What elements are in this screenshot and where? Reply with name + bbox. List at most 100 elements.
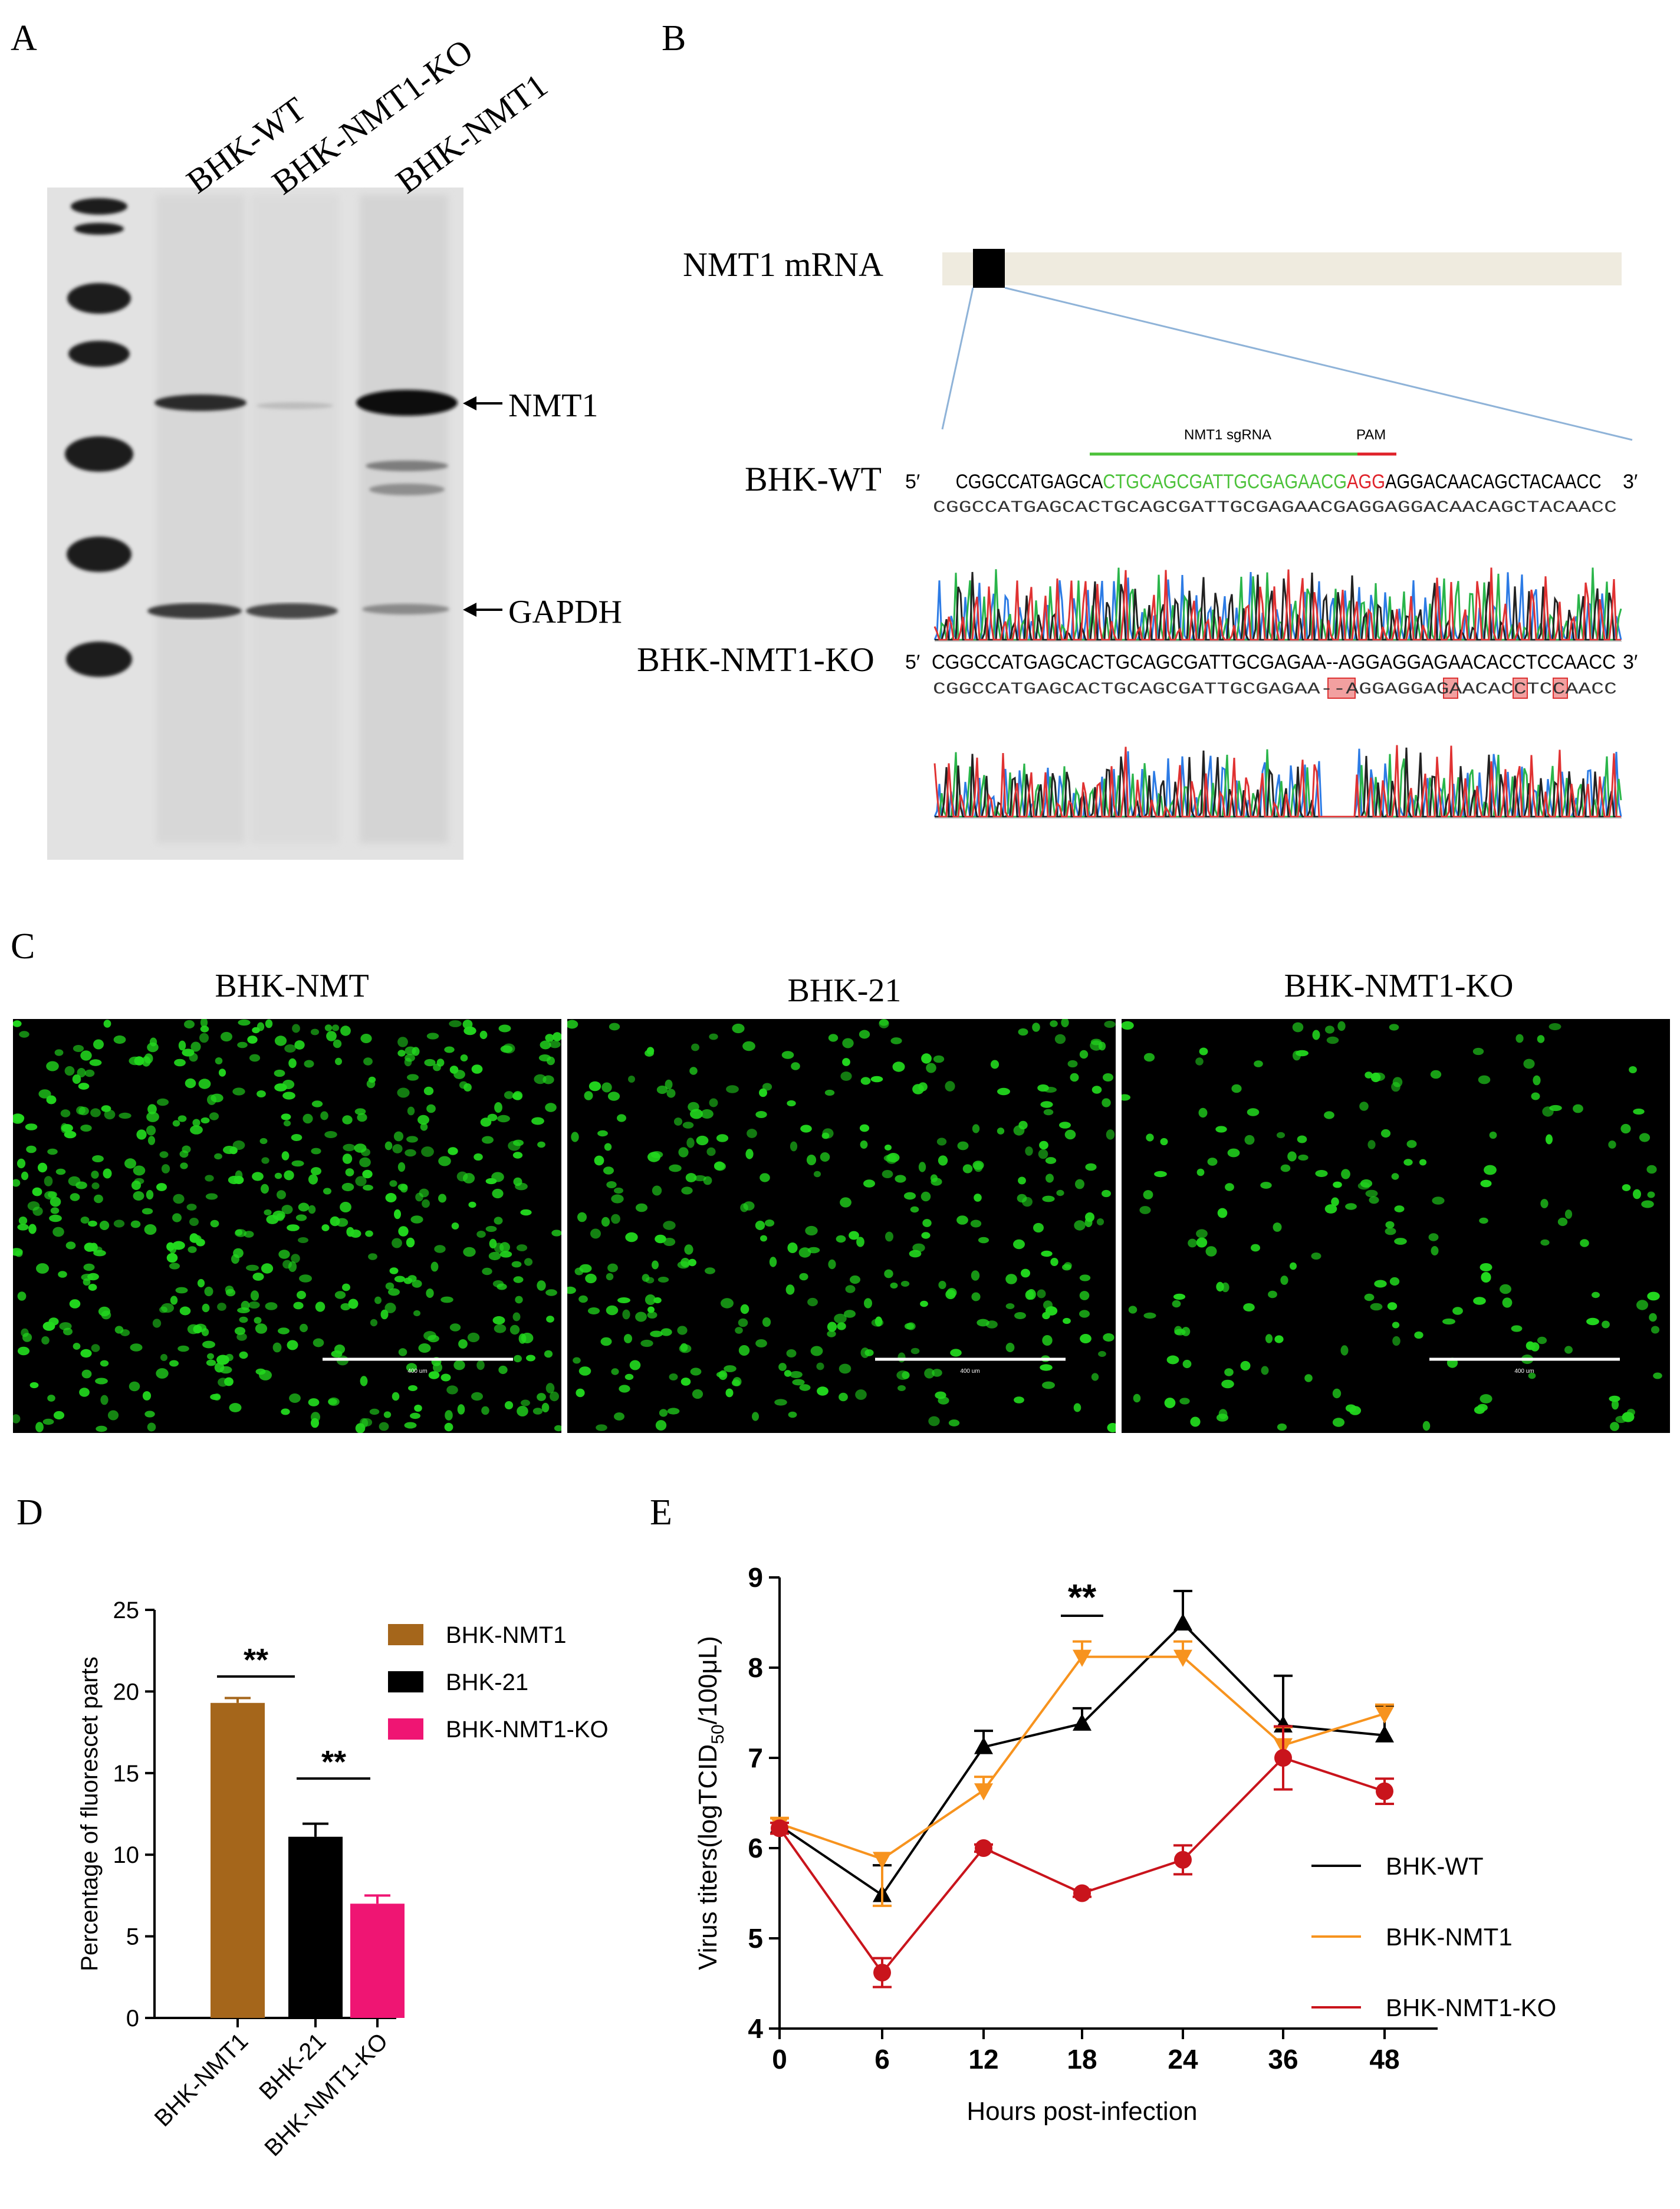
- cell-dot: [1070, 1073, 1079, 1082]
- cell-dot: [360, 1376, 368, 1386]
- cell-dot: [369, 1408, 380, 1415]
- cell-dot: [1217, 1208, 1228, 1218]
- cell-dot: [419, 1188, 429, 1198]
- cell-dot: [997, 1127, 1005, 1135]
- cell-dot: [278, 1250, 290, 1259]
- cell-dot: [1240, 1360, 1251, 1371]
- cell-dot: [1067, 1060, 1078, 1068]
- significance-label: **: [321, 1744, 346, 1780]
- cell-dot: [611, 1194, 624, 1204]
- cell-dot: [182, 1048, 195, 1057]
- cell-dot: [909, 1250, 922, 1258]
- data-point: [1375, 1707, 1394, 1724]
- cell-dot: [52, 1227, 64, 1237]
- y-tick-label: 7: [748, 1743, 763, 1773]
- cell-dot: [652, 1260, 659, 1270]
- cell-dot: [553, 1032, 561, 1041]
- cell-dot: [229, 1403, 242, 1412]
- cell-dot: [287, 1224, 300, 1231]
- cell-dot: [298, 1237, 308, 1243]
- cell-dot: [84, 1069, 95, 1077]
- cell-dot: [703, 1176, 712, 1185]
- cell-dot: [73, 1045, 84, 1052]
- cell-dot: [1372, 1072, 1385, 1082]
- cell-dot: [860, 1347, 870, 1358]
- chromatogram-trace: [933, 745, 1621, 818]
- cell-dot: [840, 1197, 851, 1208]
- cell-dot: [194, 1323, 207, 1333]
- scale-label-1: 400 um: [407, 1368, 427, 1375]
- cell-dot: [133, 1191, 144, 1201]
- cell-dot: [1546, 1134, 1553, 1145]
- cell-dot: [18, 1217, 28, 1225]
- cell-dot: [1480, 1394, 1492, 1403]
- cell-dot: [366, 1079, 376, 1089]
- cell-dot: [215, 1057, 223, 1064]
- cell-dot: [837, 1322, 846, 1330]
- cell-dot: [892, 1061, 905, 1072]
- cell-dot: [1367, 1140, 1376, 1149]
- cell-dot: [430, 1261, 439, 1272]
- cell-dot: [1128, 1306, 1137, 1314]
- cell-dot: [428, 1371, 440, 1379]
- cell-dot: [541, 1402, 550, 1413]
- cell-dot: [444, 1046, 455, 1053]
- x-tick-label: 24: [1168, 2044, 1198, 2075]
- cell-dot: [83, 1263, 95, 1271]
- cell-dot: [124, 1158, 136, 1169]
- cell-dot: [1056, 1189, 1064, 1196]
- cell-dot: [200, 1019, 208, 1028]
- cell-dot: [412, 1047, 420, 1056]
- cell-dot: [221, 1031, 232, 1042]
- cell-dot: [345, 1168, 354, 1176]
- legend-label: BHK-NMT1-KO: [446, 1717, 609, 1743]
- cell-dot: [540, 1040, 551, 1050]
- cell-dot: [578, 1295, 588, 1303]
- cell-dot: [597, 1130, 608, 1137]
- wt-chromatogram: [933, 567, 1622, 642]
- cell-dot: [348, 1299, 359, 1309]
- cell-dot: [813, 1171, 821, 1178]
- cell-dot: [849, 1231, 859, 1240]
- cell-dot: [709, 1098, 718, 1107]
- cell-dot: [701, 1109, 714, 1119]
- cell-dot: [600, 1337, 612, 1346]
- cell-dot: [839, 1363, 851, 1374]
- cell-dot: [277, 1190, 286, 1199]
- cell-dot: [1075, 1179, 1084, 1189]
- data-point: [771, 1819, 788, 1837]
- cell-dot: [284, 1170, 294, 1181]
- cell-dot: [1268, 1290, 1277, 1299]
- cell-dot: [1254, 1060, 1263, 1067]
- cell-dot: [179, 1306, 191, 1316]
- cell-dot: [272, 1342, 282, 1353]
- cell-dot: [921, 1053, 932, 1064]
- cell-dot: [1037, 1289, 1046, 1299]
- cell-dot: [206, 1359, 216, 1366]
- cell-dot: [785, 1284, 795, 1295]
- cell-dot: [997, 1087, 1010, 1096]
- cell-dot: [786, 1349, 797, 1357]
- cell-dot: [198, 1079, 211, 1089]
- cell-dot: [1280, 1164, 1291, 1172]
- cell-dot: [1106, 1129, 1115, 1140]
- cell-dot: [714, 1161, 725, 1171]
- cell-dot: [1166, 1355, 1179, 1365]
- cell-dot: [1173, 1293, 1186, 1300]
- cell-dot: [434, 1245, 446, 1253]
- scale-label-2: 400 um: [960, 1368, 979, 1375]
- cell-dot: [1431, 1246, 1439, 1255]
- cell-dot: [397, 1050, 406, 1057]
- cell-dot: [653, 1297, 662, 1304]
- cell-dot: [89, 1059, 102, 1066]
- cell-dot: [1622, 1184, 1631, 1191]
- cell-dot: [655, 1420, 667, 1431]
- cell-dot: [1312, 1030, 1320, 1040]
- cell-dot: [537, 1280, 546, 1291]
- cell-dot: [209, 1112, 219, 1120]
- cell-dot: [1038, 1149, 1048, 1159]
- cell-dot: [355, 1176, 367, 1186]
- cell-dot: [1442, 1318, 1455, 1325]
- cell-dot: [745, 1149, 754, 1159]
- cell-dot: [28, 1224, 37, 1234]
